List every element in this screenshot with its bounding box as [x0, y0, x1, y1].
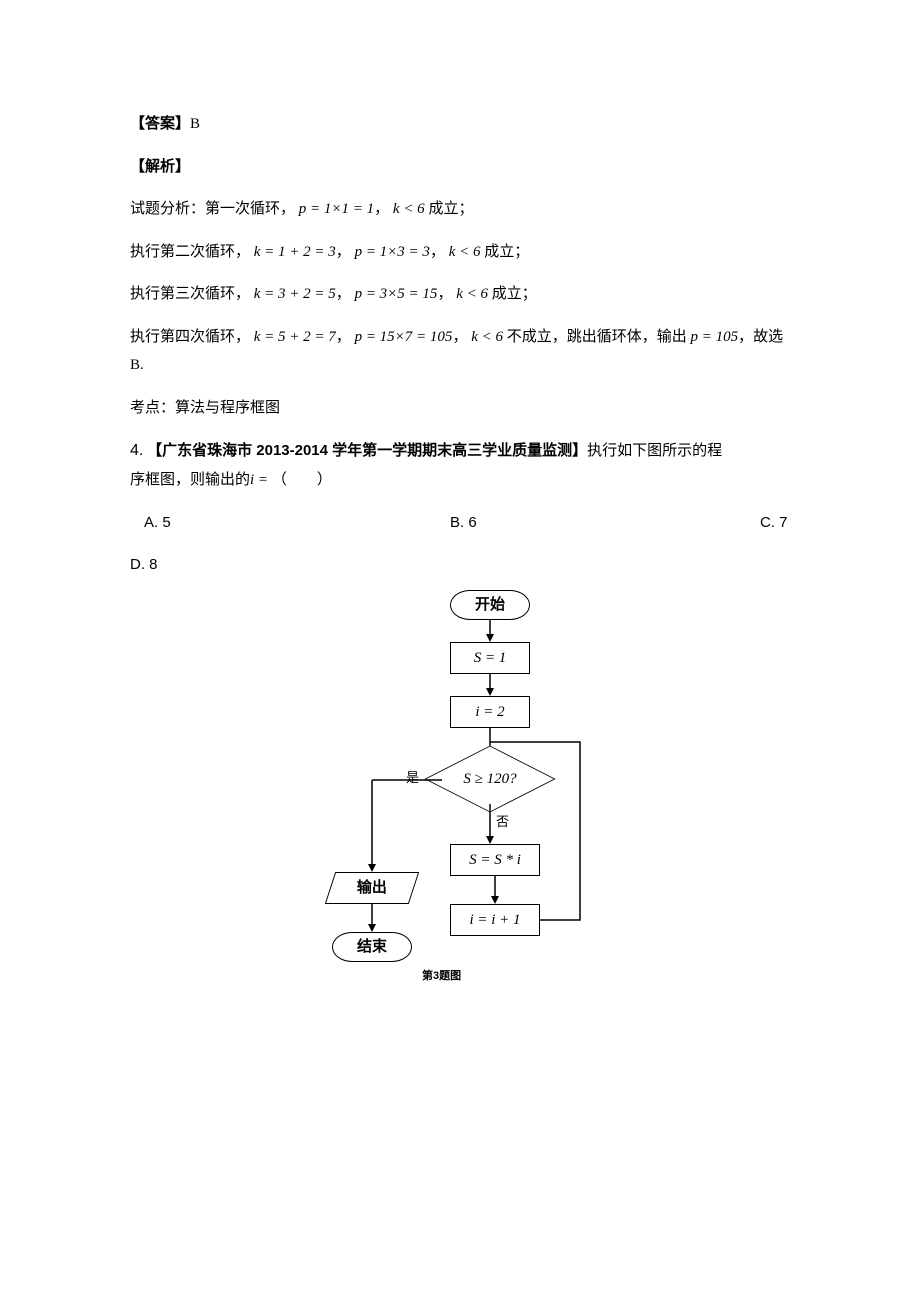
- opt-c-label: C.: [760, 514, 779, 531]
- arrow-icon: [368, 776, 376, 872]
- step2-end: 成立；: [484, 244, 529, 260]
- analysis-label-line: 【解析】: [130, 153, 790, 182]
- step4-intro: 执行第四次循环，: [130, 329, 250, 345]
- fc-end-text: 结束: [357, 933, 387, 962]
- fc-decision: S ≥ 120?: [438, 756, 542, 802]
- q4-var: i =: [250, 472, 272, 488]
- step3-end: 成立；: [492, 286, 537, 302]
- q4-num: 4.: [130, 442, 143, 459]
- fc-op-i: i = i + 1: [450, 904, 540, 936]
- option-d: D. 8: [130, 551, 790, 580]
- no-label: 否: [496, 810, 509, 835]
- q4-paren: （ ）: [272, 472, 332, 488]
- fc-start: 开始: [450, 590, 530, 620]
- analysis-label: 【解析】: [130, 159, 190, 175]
- step3-intro: 执行第三次循环，: [130, 286, 250, 302]
- answer-label: 【答案】: [130, 116, 190, 132]
- step4-false: 不成立，跳出循环体，输出: [507, 329, 687, 345]
- arrow-icon: [486, 674, 494, 696]
- opt-a-val: 5: [162, 514, 170, 531]
- step4-out: p = 105: [691, 329, 739, 345]
- step2-p: p = 1×3 = 3: [355, 244, 430, 260]
- step3-p: p = 3×5 = 15: [355, 286, 438, 302]
- step1-line: 试题分析：第一次循环， p = 1×1 = 1， k < 6 成立；: [130, 195, 790, 224]
- fc-init-s: S = 1: [450, 642, 530, 674]
- arrow-icon: [368, 904, 376, 932]
- opt-d-val: 8: [149, 556, 157, 573]
- fc-output: 输出: [325, 872, 419, 904]
- fc-end: 结束: [332, 932, 412, 962]
- arrow-icon: [540, 738, 590, 938]
- opt-a-label: A.: [144, 514, 162, 531]
- step4-line: 执行第四次循环， k = 5 + 2 = 7， p = 15×7 = 105， …: [130, 323, 790, 380]
- arrow-icon: [372, 776, 442, 786]
- q4-title-line2: 序框图，则输出的i = （ ）: [130, 466, 790, 495]
- fc-start-text: 开始: [475, 591, 505, 620]
- q4-text1: 执行如下图所示的程: [587, 443, 722, 459]
- q4-text2: 序框图，则输出的: [130, 472, 250, 488]
- fc-op-s-text: S = S * i: [469, 846, 521, 875]
- opt-b-val: 6: [468, 514, 476, 531]
- step1-end: 成立；: [428, 201, 473, 217]
- options-row: A. 5 B. 6 C. 7: [130, 509, 810, 538]
- answer-line: 【答案】B: [130, 110, 790, 139]
- step4-cond: k < 6: [471, 329, 503, 345]
- arrow-icon: [486, 804, 494, 844]
- option-c: C. 7: [760, 509, 810, 538]
- opt-b-label: B.: [450, 514, 468, 531]
- answer-value: B: [190, 116, 200, 132]
- step2-line: 执行第二次循环， k = 1 + 2 = 3， p = 1×3 = 3， k <…: [130, 238, 790, 267]
- arrow-icon: [491, 876, 499, 904]
- step3-cond: k < 6: [456, 286, 488, 302]
- fc-init-i: i = 2: [450, 696, 530, 728]
- fc-op-i-text: i = i + 1: [469, 906, 520, 935]
- step4-p: p = 15×7 = 105: [355, 329, 453, 345]
- step4-k: k = 5 + 2 = 7: [254, 329, 336, 345]
- kaodian-line: 考点：算法与程序框图: [130, 394, 790, 423]
- fc-op-s: S = S * i: [450, 844, 540, 876]
- fc-init-s-text: S = 1: [474, 644, 507, 673]
- q4-title-line1: 4. 【广东省珠海市 2013-2014 学年第一学期期末高三学业质量监测】执行…: [130, 436, 790, 466]
- step3-line: 执行第三次循环， k = 3 + 2 = 5， p = 3×5 = 15， k …: [130, 280, 790, 309]
- step1-p: p = 1×1 = 1: [299, 201, 374, 217]
- step2-intro: 执行第二次循环，: [130, 244, 250, 260]
- arrow-icon: [486, 620, 494, 642]
- analysis-intro: 试题分析：第一次循环，: [130, 201, 295, 217]
- step3-k: k = 3 + 2 = 5: [254, 286, 336, 302]
- opt-c-val: 7: [779, 514, 787, 531]
- opt-d-label: D.: [130, 556, 149, 573]
- fc-output-text: 输出: [357, 874, 387, 903]
- step2-cond: k < 6: [449, 244, 481, 260]
- option-b: B. 6: [450, 509, 760, 538]
- flowchart: 开始 S = 1 i = 2 S ≥ 120? 是 否 输出 S = S * i…: [310, 590, 610, 1030]
- q4-source: 【广东省珠海市 2013-2014 学年第一学期期末高三学业质量监测】: [147, 442, 587, 459]
- fc-decision-text: S ≥ 120?: [463, 765, 516, 794]
- fc-caption: 第3题图: [422, 966, 461, 987]
- kaodian: 考点：算法与程序框图: [130, 400, 280, 416]
- option-a: A. 5: [130, 509, 450, 538]
- step2-k: k = 1 + 2 = 3: [254, 244, 336, 260]
- fc-init-i-text: i = 2: [475, 698, 504, 727]
- step1-cond: k < 6: [393, 201, 425, 217]
